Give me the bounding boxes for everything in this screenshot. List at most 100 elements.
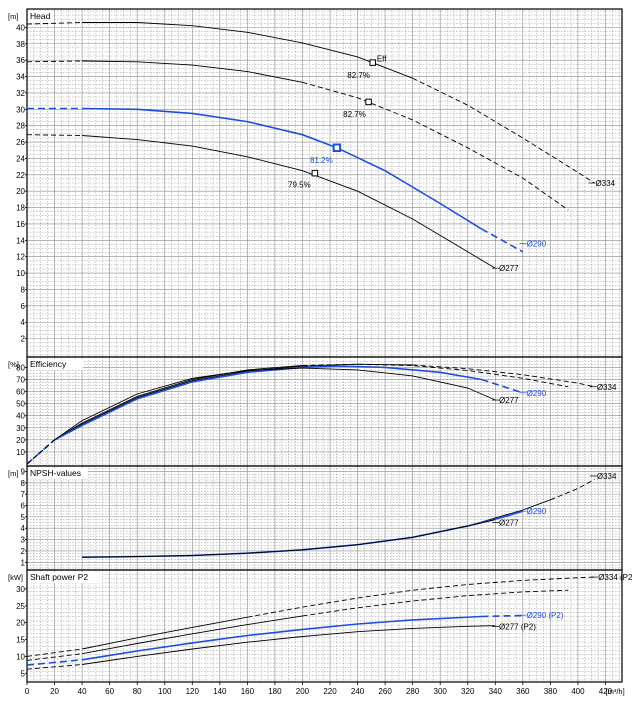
head-series-line-1 bbox=[302, 81, 569, 211]
npsh-values-title: NPSH-values bbox=[30, 468, 81, 478]
shaft-power-p2-panel-frame bbox=[26, 569, 623, 683]
x-tick-label: 40 bbox=[78, 687, 87, 696]
efficiency-series-line-290 bbox=[26, 439, 56, 465]
npsh-values-y-tick-label: 3 bbox=[21, 536, 26, 545]
x-tick-label: 280 bbox=[406, 687, 420, 696]
head-series-line-290 bbox=[82, 107, 482, 230]
head-y-tick-label: 18 bbox=[16, 204, 25, 213]
head-y-tick-label: 8 bbox=[21, 285, 26, 294]
head-y-tick-label: 30 bbox=[16, 105, 25, 114]
npsh-values-series-label: Ø277 bbox=[499, 519, 519, 528]
head-y-tick-label: 4 bbox=[21, 318, 26, 327]
shaft-power-p2-series-line-334p2 bbox=[26, 648, 83, 657]
npsh-values-y-tick-label: 8 bbox=[21, 479, 26, 488]
shaft-power-p2-y-tick-label: 5 bbox=[21, 669, 26, 678]
efficiency-y-tick-label: 10 bbox=[16, 448, 25, 457]
head-series-label: Ø334 bbox=[595, 179, 615, 188]
efficiency-marker-label: 82.7% bbox=[347, 71, 370, 80]
npsh-values-y-tick-label: 7 bbox=[21, 490, 26, 499]
shaft-power-p2-series-line-290p2 bbox=[81, 615, 482, 661]
efficiency-series-line-1 bbox=[302, 363, 569, 388]
efficiency-y-tick-label: 80 bbox=[16, 363, 25, 372]
shaft-power-p2-series-line-334p2 bbox=[82, 616, 248, 650]
npsh-values-title-bg bbox=[28, 468, 88, 479]
shaft-power-p2-series-line-290p2 bbox=[26, 659, 83, 666]
npsh-values-y-tick-label: 6 bbox=[21, 502, 26, 511]
shaft-power-p2-series-label: Ø277 (P2) bbox=[499, 623, 536, 632]
x-tick-label: 420 bbox=[599, 687, 613, 696]
shaft-power-p2-y-tick-label: 15 bbox=[16, 636, 25, 645]
shaft-power-p2-series-line-1 bbox=[26, 653, 83, 661]
head-series-label: Ø290 bbox=[527, 240, 547, 249]
head-series-line-1 bbox=[26, 60, 83, 63]
head-series-line-290 bbox=[481, 228, 524, 253]
npsh-values-y-tick-label: 1 bbox=[21, 558, 26, 567]
x-tick-label: 160 bbox=[241, 687, 255, 696]
shaft-power-p2-series-line-277p2 bbox=[82, 625, 496, 665]
x-tick-label: 260 bbox=[378, 687, 392, 696]
x-tick-label: 100 bbox=[158, 687, 172, 696]
head-y-tick-label: 34 bbox=[16, 73, 25, 82]
head-series-line-277 bbox=[26, 134, 83, 136]
efficiency-marker-label: 79.5% bbox=[288, 181, 311, 190]
efficiency-y-tick-label: 50 bbox=[16, 400, 25, 409]
head-series-line-334 bbox=[412, 77, 595, 184]
shaft-power-p2-series-label: Ø290 (P2) bbox=[527, 611, 564, 620]
head-series-line-334 bbox=[26, 22, 83, 25]
shaft-power-p2-y-tick-label: 25 bbox=[16, 602, 25, 611]
head-series-label: Ø277 bbox=[499, 264, 519, 273]
head-title: Head bbox=[30, 11, 51, 21]
head-y-tick-label: 36 bbox=[16, 56, 25, 65]
x-tick-label: 240 bbox=[351, 687, 365, 696]
head-y-unit-label: [m] bbox=[8, 12, 18, 21]
head-y-tick-label: 40 bbox=[16, 23, 25, 32]
head-y-tick-label: 26 bbox=[16, 138, 25, 147]
shaft-power-p2-title-bg bbox=[28, 572, 103, 583]
head-y-tick-label: 16 bbox=[16, 220, 25, 229]
efficiency-marker-label: 81.2% bbox=[310, 156, 333, 165]
head-series-line-277 bbox=[82, 135, 496, 269]
x-tick-label: 300 bbox=[434, 687, 448, 696]
x-tick-label: 80 bbox=[133, 687, 142, 696]
npsh-values-series-label: Ø290 bbox=[527, 507, 547, 516]
x-tick-label: 220 bbox=[323, 687, 337, 696]
efficiency-y-unit-label: [%] bbox=[8, 360, 19, 369]
shaft-power-p2-y-tick-label: 30 bbox=[16, 585, 25, 594]
efficiency-title: Efficiency bbox=[30, 359, 67, 369]
shaft-power-p2-y-unit-label: [kW] bbox=[8, 573, 23, 582]
npsh-values-y-tick-label: 5 bbox=[21, 513, 26, 522]
efficiency-marker bbox=[332, 143, 342, 153]
x-unit-label: [m³/h] bbox=[606, 687, 625, 696]
x-tick-label: 140 bbox=[213, 687, 227, 696]
head-y-tick-label: 28 bbox=[16, 122, 25, 131]
efficiency-series-line-277 bbox=[26, 439, 55, 465]
x-tick-label: 200 bbox=[296, 687, 310, 696]
shaft-power-p2-title: Shaft power P2 bbox=[30, 572, 88, 582]
head-series-line-1 bbox=[82, 60, 303, 83]
efficiency-series-line-277 bbox=[54, 367, 496, 441]
x-tick-label: 0 bbox=[25, 687, 30, 696]
head-y-tick-label: 14 bbox=[16, 236, 25, 245]
efficiency-y-tick-label: 70 bbox=[16, 376, 25, 385]
efficiency-y-tick-label: 40 bbox=[16, 412, 25, 421]
x-tick-label: 120 bbox=[186, 687, 200, 696]
x-tick-label: 320 bbox=[461, 687, 475, 696]
npsh-values-series-line-277 bbox=[82, 519, 496, 558]
npsh-values-series-label: Ø334 bbox=[597, 472, 617, 481]
efficiency-title-bg bbox=[28, 359, 83, 370]
efficiency-y-tick-label: 60 bbox=[16, 388, 25, 397]
npsh-values-y-tick-label: 4 bbox=[21, 524, 26, 533]
npsh-values-y-tick-label: 2 bbox=[21, 547, 26, 556]
head-y-tick-label: 2 bbox=[21, 335, 26, 344]
efficiency-marker bbox=[311, 169, 319, 177]
efficiency-series-label: Ø290 bbox=[527, 389, 547, 398]
efficiency-y-tick-label: 20 bbox=[16, 436, 25, 445]
x-tick-label: 340 bbox=[489, 687, 503, 696]
shaft-power-p2-series-line-290p2 bbox=[481, 614, 523, 618]
x-tick-label: 180 bbox=[268, 687, 282, 696]
head-title-bg bbox=[28, 11, 54, 22]
head-y-tick-label: 6 bbox=[21, 302, 26, 311]
x-tick-label: 360 bbox=[516, 687, 530, 696]
